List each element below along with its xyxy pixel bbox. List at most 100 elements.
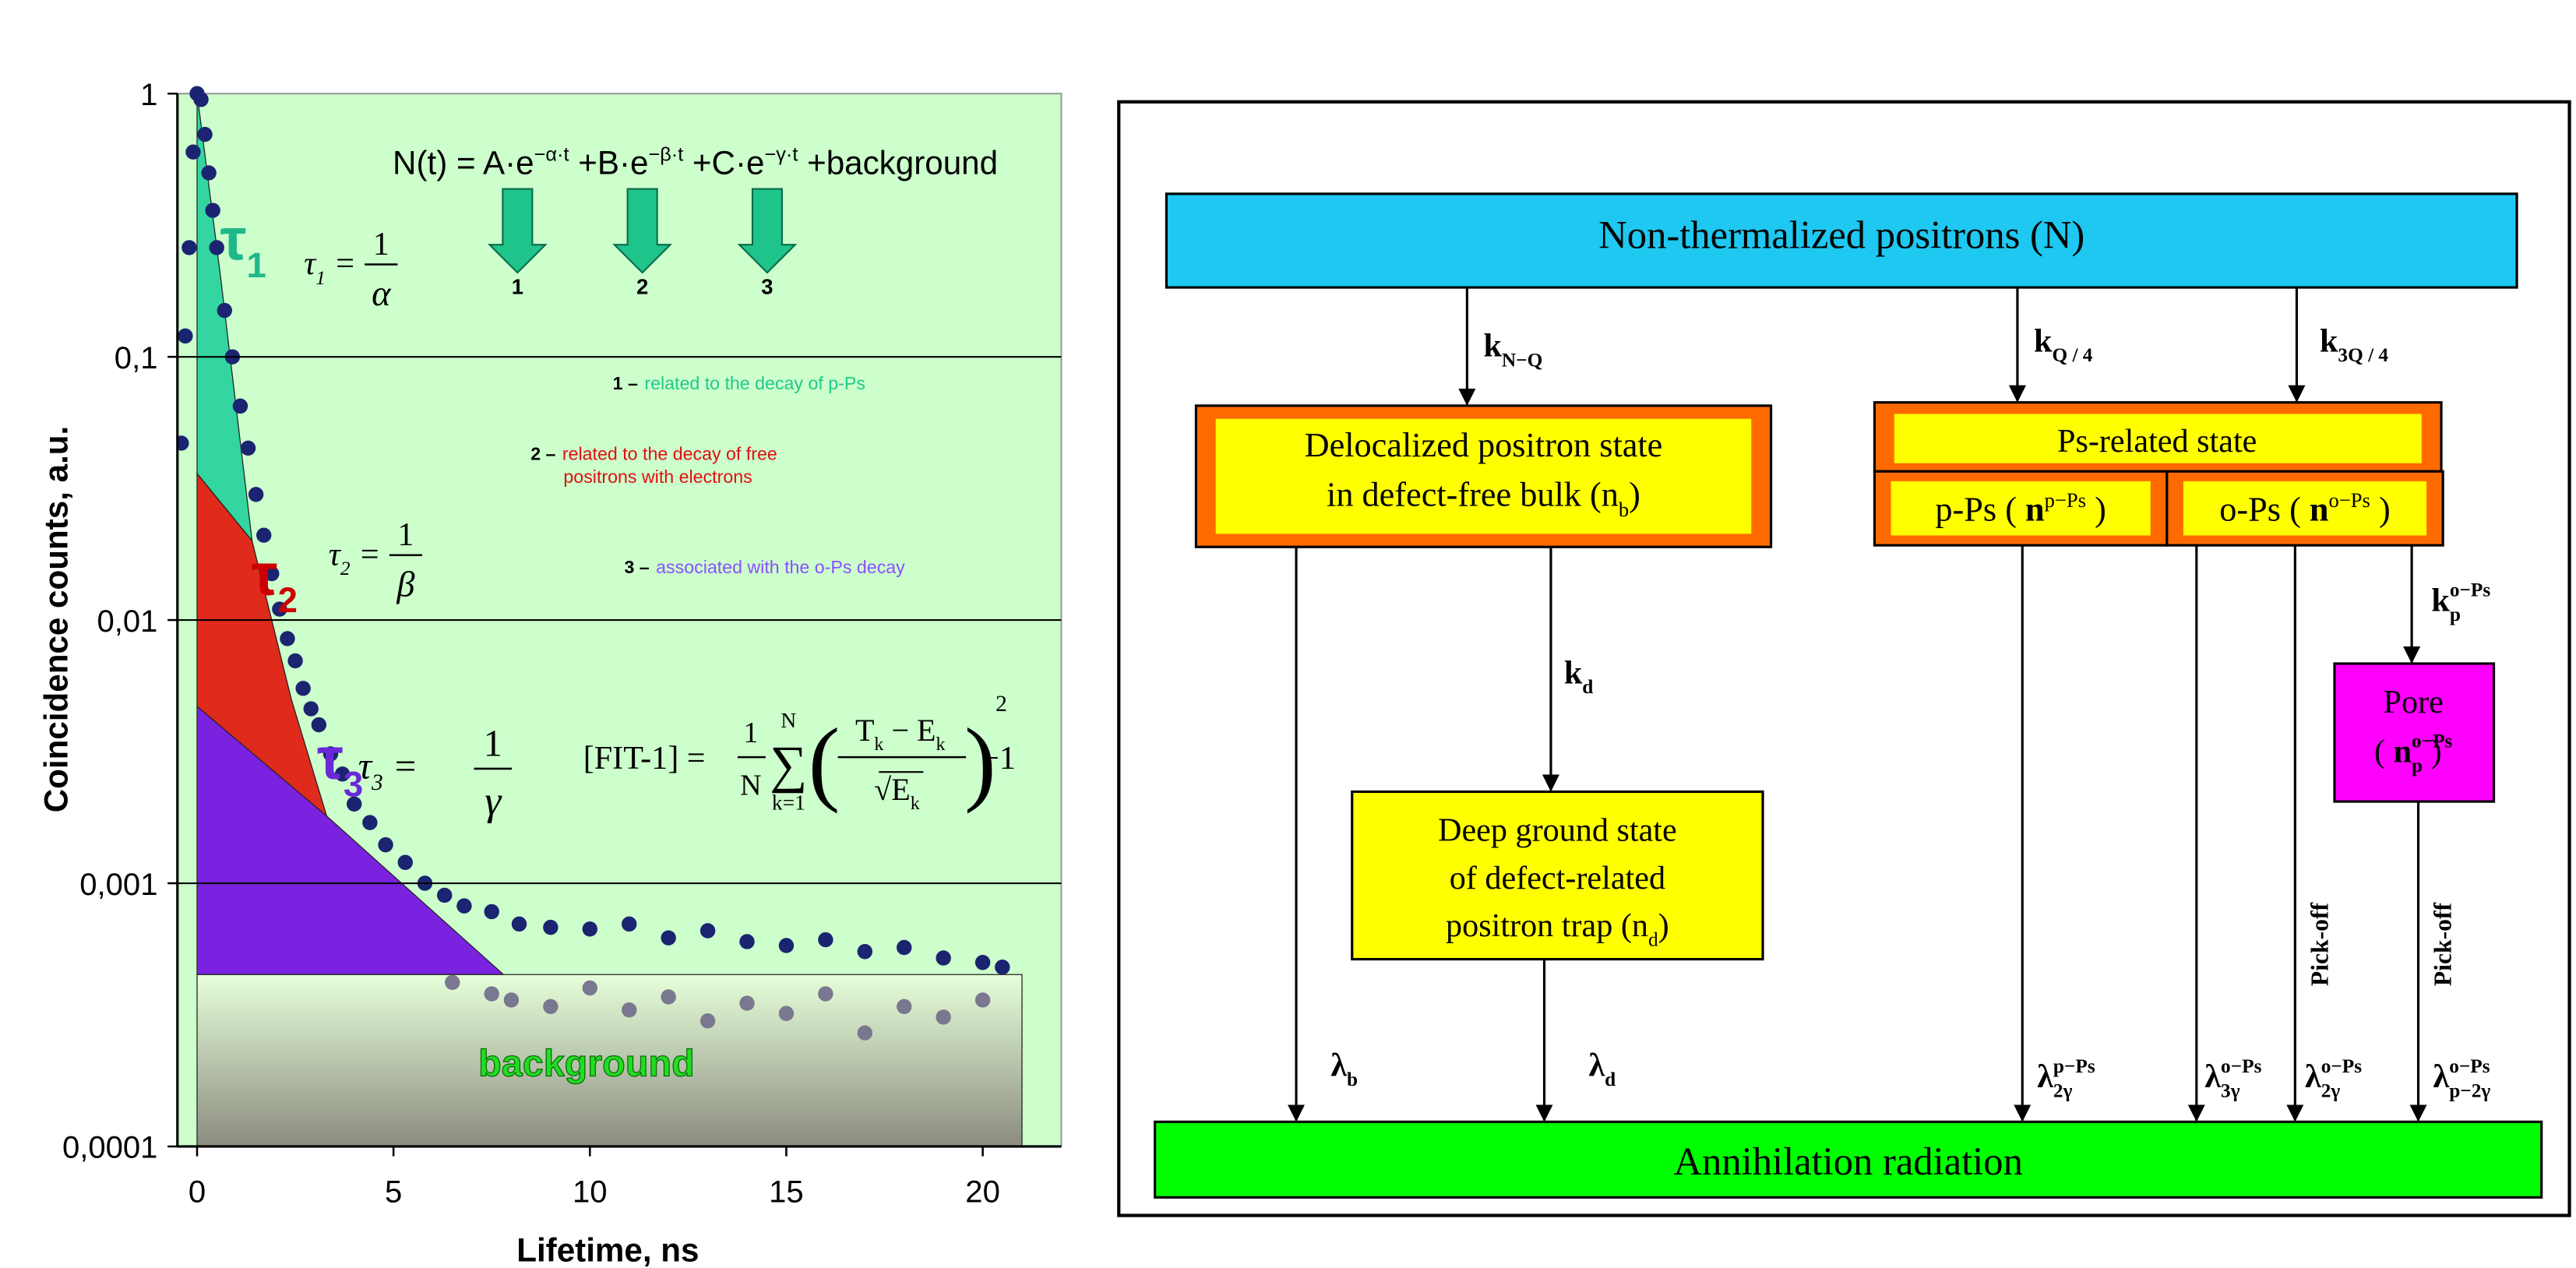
node-box xyxy=(1165,192,2518,289)
edge-label: kN−Q xyxy=(1483,328,1542,372)
node-label: o-Ps ( no−Ps ) xyxy=(2219,488,2390,529)
text-run: = xyxy=(326,245,356,282)
tau-label: τ1 xyxy=(220,206,266,285)
text-run: λ xyxy=(2204,1058,2221,1095)
fraction-denominator: α xyxy=(372,274,392,314)
data-point xyxy=(543,919,559,935)
text-run: Non-thermalized positrons (N) xyxy=(1598,213,2084,256)
text-run: Delocalized positron state xyxy=(1305,426,1663,464)
node-label: Non-thermalized positrons (N) xyxy=(1598,213,2084,256)
text-run: n xyxy=(2025,490,2045,528)
text-run: λ xyxy=(1588,1047,1605,1083)
data-point xyxy=(185,144,201,160)
data-point xyxy=(503,992,520,1008)
data-point xyxy=(303,701,319,717)
superscript: −γ·t xyxy=(764,144,798,166)
data-point xyxy=(974,955,991,970)
superscript: o−Ps xyxy=(2329,488,2370,512)
fit-sum-bottom: k=1 xyxy=(772,791,805,815)
subscript: 1 xyxy=(247,245,266,285)
subscript: p xyxy=(2412,755,2423,777)
data-point xyxy=(582,980,597,996)
data-point xyxy=(511,916,527,932)
edge-label: kd xyxy=(1564,654,1594,698)
superscript: o−Ps xyxy=(2321,1055,2363,1077)
note-text: related to the decay of free xyxy=(562,443,777,463)
text-run: T xyxy=(855,713,874,748)
data-point xyxy=(217,302,232,319)
y-tick-label: 0,1 xyxy=(115,341,158,375)
subscript: k xyxy=(911,794,921,814)
data-point xyxy=(936,950,951,966)
data-point xyxy=(197,126,213,143)
plot-content xyxy=(177,86,1023,1146)
data-point xyxy=(181,240,197,255)
background-area xyxy=(196,974,1023,1146)
data-point xyxy=(436,887,453,903)
text-run: ( xyxy=(2374,733,2394,770)
text-run: n xyxy=(2394,733,2412,770)
data-point xyxy=(543,999,559,1015)
text-run: λ xyxy=(1330,1047,1347,1083)
text-run: in defect-free bulk (n xyxy=(1327,476,1619,514)
text-run: k xyxy=(2320,322,2338,359)
tau-equation: τ3 = xyxy=(358,746,418,796)
fit-frac-den: √Ek xyxy=(874,772,920,814)
data-point xyxy=(205,203,220,218)
data-point xyxy=(397,854,413,870)
data-point xyxy=(484,903,499,920)
text-run: τ xyxy=(220,206,247,273)
subscript: p xyxy=(2450,604,2461,625)
y-tick-label: 0,0001 xyxy=(62,1131,158,1165)
data-point xyxy=(378,837,393,853)
node-box xyxy=(1215,418,1752,534)
data-point xyxy=(897,999,912,1015)
data-point xyxy=(248,487,264,502)
subscript: b xyxy=(1619,498,1629,521)
data-point xyxy=(456,898,472,914)
node-label: Deep ground state xyxy=(1438,812,1677,849)
data-point xyxy=(622,1002,637,1018)
text-run: ) xyxy=(1658,907,1669,944)
text-run: √E xyxy=(874,772,910,807)
data-point xyxy=(484,986,499,1002)
fit-sum: ∑ xyxy=(770,735,807,794)
data-point xyxy=(622,916,637,932)
data-point xyxy=(362,815,378,830)
text-run: Annihilation radiation xyxy=(1673,1139,2022,1183)
text-run: k xyxy=(1564,654,1583,691)
data-point xyxy=(582,921,597,937)
data-point xyxy=(857,1025,873,1041)
note-text: related to the decay of p-Ps xyxy=(644,373,865,393)
data-point xyxy=(995,960,1010,975)
text-run: n xyxy=(2310,490,2329,528)
subscript: Q / 4 xyxy=(2052,344,2092,366)
note-number: 2 – xyxy=(530,443,555,463)
edge-label: ko−Ps p xyxy=(2431,579,2490,625)
fit-den: N xyxy=(740,770,761,802)
node-label: positron trap (nd) xyxy=(1446,907,1669,951)
text-run: τ xyxy=(304,245,317,282)
note: 2 – related to the decay of free xyxy=(530,443,777,463)
text-run: τ xyxy=(252,541,278,608)
data-point xyxy=(322,746,339,762)
data-point xyxy=(445,974,460,991)
edge-label: k3Q / 4 xyxy=(2320,322,2388,366)
x-axis-title: Lifetime, ns xyxy=(516,1232,699,1268)
text-run: Ps-related state xyxy=(2057,423,2257,460)
edge-label: λo−Ps 2γ xyxy=(2305,1055,2362,1102)
superscript: o−Ps xyxy=(2449,1055,2490,1077)
node-box xyxy=(1154,1120,2543,1199)
subscript: 1 xyxy=(315,267,326,289)
text-run: o-Ps ( xyxy=(2219,490,2310,528)
data-point xyxy=(334,766,351,782)
node-label: in defect-free bulk (nb) xyxy=(1327,476,1640,521)
text-run: positron trap (n xyxy=(1446,907,1648,944)
data-point xyxy=(857,944,873,960)
subscript: N−Q xyxy=(1502,349,1542,371)
note: positrons with electrons xyxy=(563,467,752,487)
fit-open: ( xyxy=(809,710,840,815)
data-point xyxy=(347,796,362,812)
subscript: d xyxy=(1582,676,1593,698)
